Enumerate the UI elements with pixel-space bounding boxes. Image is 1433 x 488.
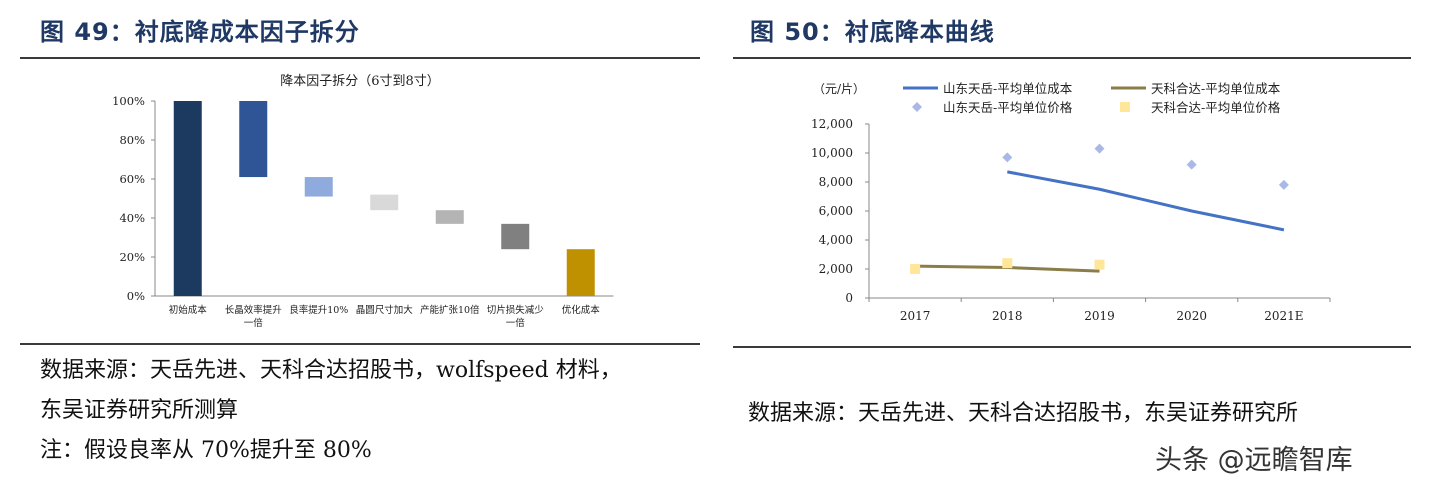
cost-curve-chart: （元/片） 0 2,000 4,000 6,000 8,000 10,000 12,000 20… xyxy=(811,81,1331,323)
legend-label: 天科合达-平均单位价格 xyxy=(1151,100,1281,115)
y-tick-label: 4,000 xyxy=(819,233,853,247)
price-point-square xyxy=(1002,258,1013,269)
x-tick-label: 一倍 xyxy=(244,317,264,329)
x-tick-label: 切片损失减少 xyxy=(487,304,545,316)
y-tick-label: 0 xyxy=(845,291,853,305)
watermark-text: 头条 @远瞻智库 xyxy=(1155,445,1353,476)
y-tick-label: 80% xyxy=(119,133,145,147)
figure-49-title: 图 49：衬底降成本因子拆分 xyxy=(40,18,360,46)
waterfall-bar xyxy=(435,210,464,224)
legend-label: 山东天岳-平均单位价格 xyxy=(943,100,1073,115)
legend-swatch xyxy=(912,102,922,112)
x-tick-label: 优化成本 xyxy=(562,304,601,316)
y-tick-label: 2,000 xyxy=(819,262,853,276)
x-tick-label: 一倍 xyxy=(506,317,526,329)
y-tick-label: 12,000 xyxy=(811,117,853,131)
figure-50-top-rule xyxy=(733,57,1411,59)
y-tick-label: 100% xyxy=(112,94,145,108)
figure-49-top-rule xyxy=(20,57,700,59)
waterfall-bar xyxy=(239,101,268,178)
x-tick-label: 2021E xyxy=(1264,309,1303,323)
figure-50-title: 图 50：衬底降本曲线 xyxy=(750,18,995,46)
x-tick-label: 2019 xyxy=(1084,309,1115,323)
y-tick-label: 0% xyxy=(127,289,145,303)
figure-49-note: 注：假设良率从 70%提升至 80% xyxy=(40,438,372,463)
figure-49-source-line-2: 东吴证券研究所测算 xyxy=(40,398,239,423)
chart-title: 降本因子拆分（6寸到8寸） xyxy=(280,74,440,89)
series-line xyxy=(1007,170,1285,232)
waterfall-bar xyxy=(501,223,530,250)
figure-49-source-line-1: 数据来源：天岳先进、天科合达招股书，wolfspeed 材料， xyxy=(40,358,622,383)
x-tick-label: 良率提升10% xyxy=(289,304,348,316)
waterfall-chart: 降本因子拆分（6寸到8寸） 0% 20% 40% 60% 80% 100% 初始成本 长晶效率提… xyxy=(112,74,614,329)
x-tick-label: 晶圆尺寸加大 xyxy=(356,304,414,316)
y-tick-label: 40% xyxy=(119,211,145,225)
price-point-diamond xyxy=(1278,179,1289,190)
figure-49-bottom-rule xyxy=(20,343,700,345)
figure-50-bottom-rule xyxy=(733,346,1411,348)
price-point-diamond xyxy=(1094,143,1105,154)
waterfall-bar xyxy=(566,249,595,296)
legend-label: 天科合达-平均单位成本 xyxy=(1151,81,1281,96)
waterfall-bar xyxy=(304,177,333,197)
legend-swatch xyxy=(1120,102,1130,112)
y-tick-label: 8,000 xyxy=(819,175,853,189)
x-tick-label: 2020 xyxy=(1176,309,1207,323)
waterfall-bar xyxy=(173,101,202,296)
price-point-square xyxy=(910,264,921,274)
x-tick-label: 产能扩张10倍 xyxy=(420,304,480,316)
legend-label: 山东天岳-平均单位成本 xyxy=(943,81,1073,96)
x-tick-label: 2017 xyxy=(900,309,931,323)
x-tick-label: 长晶效率提升 xyxy=(225,304,283,316)
y-tick-label: 20% xyxy=(119,250,145,264)
figure-50-source-line: 数据来源：天岳先进、天科合达招股书，东吴证券研究所 xyxy=(748,401,1299,426)
y-tick-label: 6,000 xyxy=(819,204,853,218)
price-point-diamond xyxy=(1002,152,1013,163)
price-point-square xyxy=(1094,259,1105,270)
y-tick-label: 60% xyxy=(119,172,145,186)
x-tick-label: 2018 xyxy=(992,309,1023,323)
x-tick-label: 初始成本 xyxy=(169,304,208,316)
price-point-diamond xyxy=(1186,159,1197,170)
waterfall-bar xyxy=(370,194,399,211)
y-axis-unit-label: （元/片） xyxy=(813,82,865,96)
y-tick-label: 10,000 xyxy=(811,146,853,160)
